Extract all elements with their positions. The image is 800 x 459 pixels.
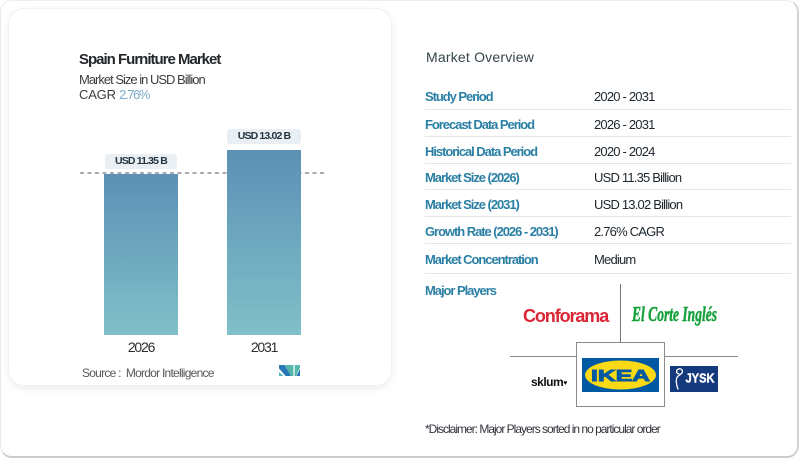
svg-text:IKEA: IKEA: [591, 368, 651, 385]
svg-text:JYSK: JYSK: [686, 372, 715, 386]
svg-text:El Corte Inglés: El Corte Inglés: [631, 302, 717, 326]
